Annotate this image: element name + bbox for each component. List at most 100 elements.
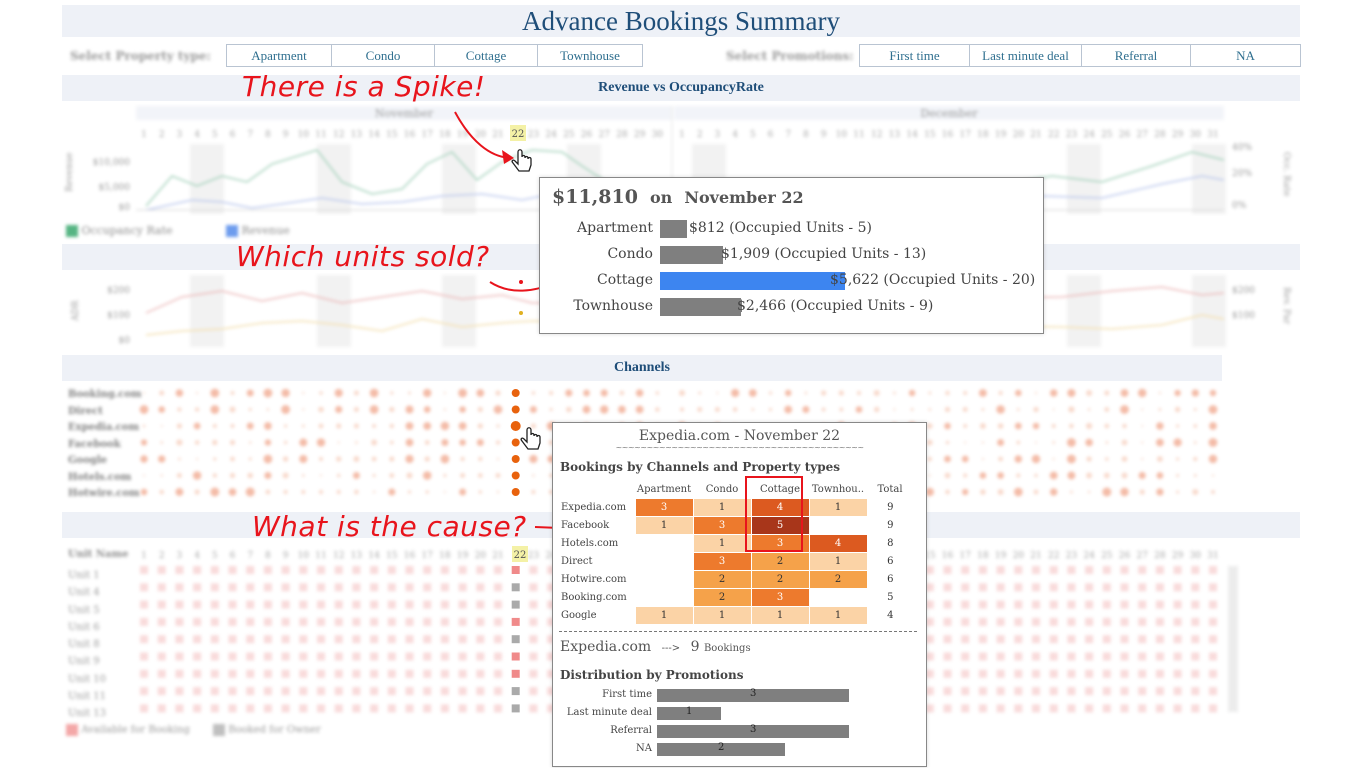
channel-dot bbox=[1086, 422, 1093, 430]
unit-cell bbox=[1049, 600, 1058, 609]
unit-cell bbox=[157, 600, 166, 609]
page-title: Advance Bookings Summary bbox=[62, 5, 1300, 37]
unit-cell bbox=[193, 687, 202, 696]
unit-cell bbox=[1173, 687, 1182, 696]
day-tick: 8 bbox=[803, 130, 809, 140]
channel-dot bbox=[1104, 407, 1110, 412]
promotion-option-last-minute[interactable]: Last minute deal bbox=[970, 44, 1082, 67]
column-header: Townhou.. bbox=[811, 483, 865, 495]
channel-dot bbox=[1086, 472, 1093, 479]
channel-dot bbox=[1069, 490, 1073, 494]
promotion-option-first-time[interactable]: First time bbox=[859, 44, 970, 67]
unit-cell bbox=[1120, 566, 1129, 574]
channel-dot bbox=[408, 391, 411, 395]
unit-cell bbox=[1209, 652, 1217, 661]
unit-cell bbox=[1085, 635, 1094, 644]
unit-cell bbox=[1191, 669, 1200, 678]
channel-dot bbox=[318, 423, 324, 429]
channel-dot bbox=[927, 456, 933, 462]
channel-dot bbox=[600, 389, 608, 397]
unit-cell bbox=[1155, 704, 1164, 713]
unit-cell bbox=[1102, 583, 1111, 592]
channel-dot bbox=[230, 391, 235, 395]
unit-cell bbox=[228, 652, 237, 661]
channel-dot bbox=[159, 390, 165, 396]
unit-cell bbox=[423, 687, 432, 696]
channel-dot bbox=[856, 390, 862, 396]
units-scrollbar[interactable] bbox=[1228, 566, 1238, 712]
unit-cell bbox=[961, 687, 970, 696]
unit-cell bbox=[299, 635, 308, 644]
heat-cell bbox=[634, 588, 694, 607]
unit-cell bbox=[458, 635, 467, 644]
property-option-condo[interactable]: Condo bbox=[332, 44, 435, 67]
channel-dot bbox=[336, 473, 341, 478]
day-tick: 26 bbox=[581, 130, 593, 140]
channel-dot bbox=[248, 441, 252, 444]
unit-cell bbox=[1067, 687, 1076, 696]
unit-day-tick: 16 bbox=[404, 551, 416, 561]
channel-dot-highlight bbox=[511, 405, 520, 414]
channel-name: Hotels.com bbox=[68, 471, 132, 483]
channel-dot-highlight bbox=[511, 389, 520, 397]
row-channel-name: Hotwire.com bbox=[561, 574, 627, 585]
unit-cell bbox=[405, 583, 414, 592]
channel-dot bbox=[142, 424, 146, 428]
channel-dot bbox=[1174, 406, 1181, 413]
unit-cell bbox=[1173, 566, 1182, 574]
legend-occupancy: Occupancy Rate bbox=[81, 224, 173, 237]
channel-dot bbox=[1156, 488, 1164, 496]
channel-dot bbox=[997, 439, 1005, 446]
channel-dot bbox=[318, 456, 324, 462]
day-tick: 1 bbox=[141, 130, 147, 140]
promotion-option-referral[interactable]: Referral bbox=[1082, 44, 1191, 67]
promotion-name: Last minute deal bbox=[566, 707, 652, 718]
day-tick: 11 bbox=[853, 130, 864, 140]
unit-cell bbox=[1085, 617, 1094, 626]
channel-dot bbox=[459, 439, 466, 446]
channel-dot bbox=[299, 454, 308, 464]
channel-dot bbox=[371, 439, 378, 446]
tooltip-row-bar bbox=[660, 272, 845, 290]
unit-day-tick: 23 bbox=[528, 551, 540, 561]
unit-cell bbox=[1173, 617, 1182, 626]
unit-day-tick: 8 bbox=[265, 551, 271, 561]
unit-cell bbox=[1014, 687, 1023, 696]
channel-dot bbox=[140, 455, 148, 463]
channel-dot bbox=[820, 390, 827, 396]
channel-dot bbox=[1067, 388, 1076, 398]
channel-name: Facebook bbox=[68, 438, 121, 450]
unit-cell bbox=[458, 617, 467, 626]
channel-dot bbox=[1105, 441, 1109, 444]
channel-tooltip-subtitle: Bookings by Channels and Property types bbox=[560, 460, 840, 474]
unit-cell bbox=[1138, 617, 1147, 626]
tooltip-row-label: $2,466 (Occupied Units - 9) bbox=[737, 298, 934, 314]
channel-tooltip-divider: ~~~~~~~~~~~~~~~~~~~~~~~~~~~~~~~~~~~~~~~~ bbox=[615, 443, 864, 452]
unit-cell bbox=[317, 566, 325, 574]
day-tick: 9 bbox=[283, 130, 289, 140]
unit-day-tick: 21 bbox=[1030, 551, 1041, 561]
channel-dot bbox=[319, 474, 323, 477]
property-option-apartment[interactable]: Apartment bbox=[226, 44, 332, 67]
unit-day-tick: 24 bbox=[545, 551, 557, 561]
channel-dot bbox=[1191, 389, 1199, 397]
promotion-option-na[interactable]: NA bbox=[1191, 44, 1301, 67]
unit-name: Unit 4 bbox=[68, 587, 100, 599]
property-option-cottage[interactable]: Cottage bbox=[435, 44, 538, 67]
channel-dot bbox=[1193, 474, 1197, 477]
channel-dot bbox=[372, 473, 376, 478]
unit-cell bbox=[1102, 617, 1111, 626]
channel-dot bbox=[802, 405, 810, 414]
unit-cell bbox=[1209, 617, 1217, 626]
channel-dot bbox=[478, 456, 483, 462]
channel-dot bbox=[945, 489, 950, 495]
property-option-townhouse[interactable]: Townhouse bbox=[538, 44, 643, 67]
unit-cell bbox=[387, 583, 396, 592]
heat-cell: 2 bbox=[750, 570, 810, 589]
channel-dot bbox=[459, 406, 466, 413]
channel-dot bbox=[1173, 438, 1182, 447]
adr-point-yellow bbox=[519, 311, 523, 315]
day-tick: 26 bbox=[1119, 130, 1131, 140]
channel-name: Hotwire.com bbox=[68, 488, 140, 499]
channel-dot bbox=[496, 424, 500, 428]
